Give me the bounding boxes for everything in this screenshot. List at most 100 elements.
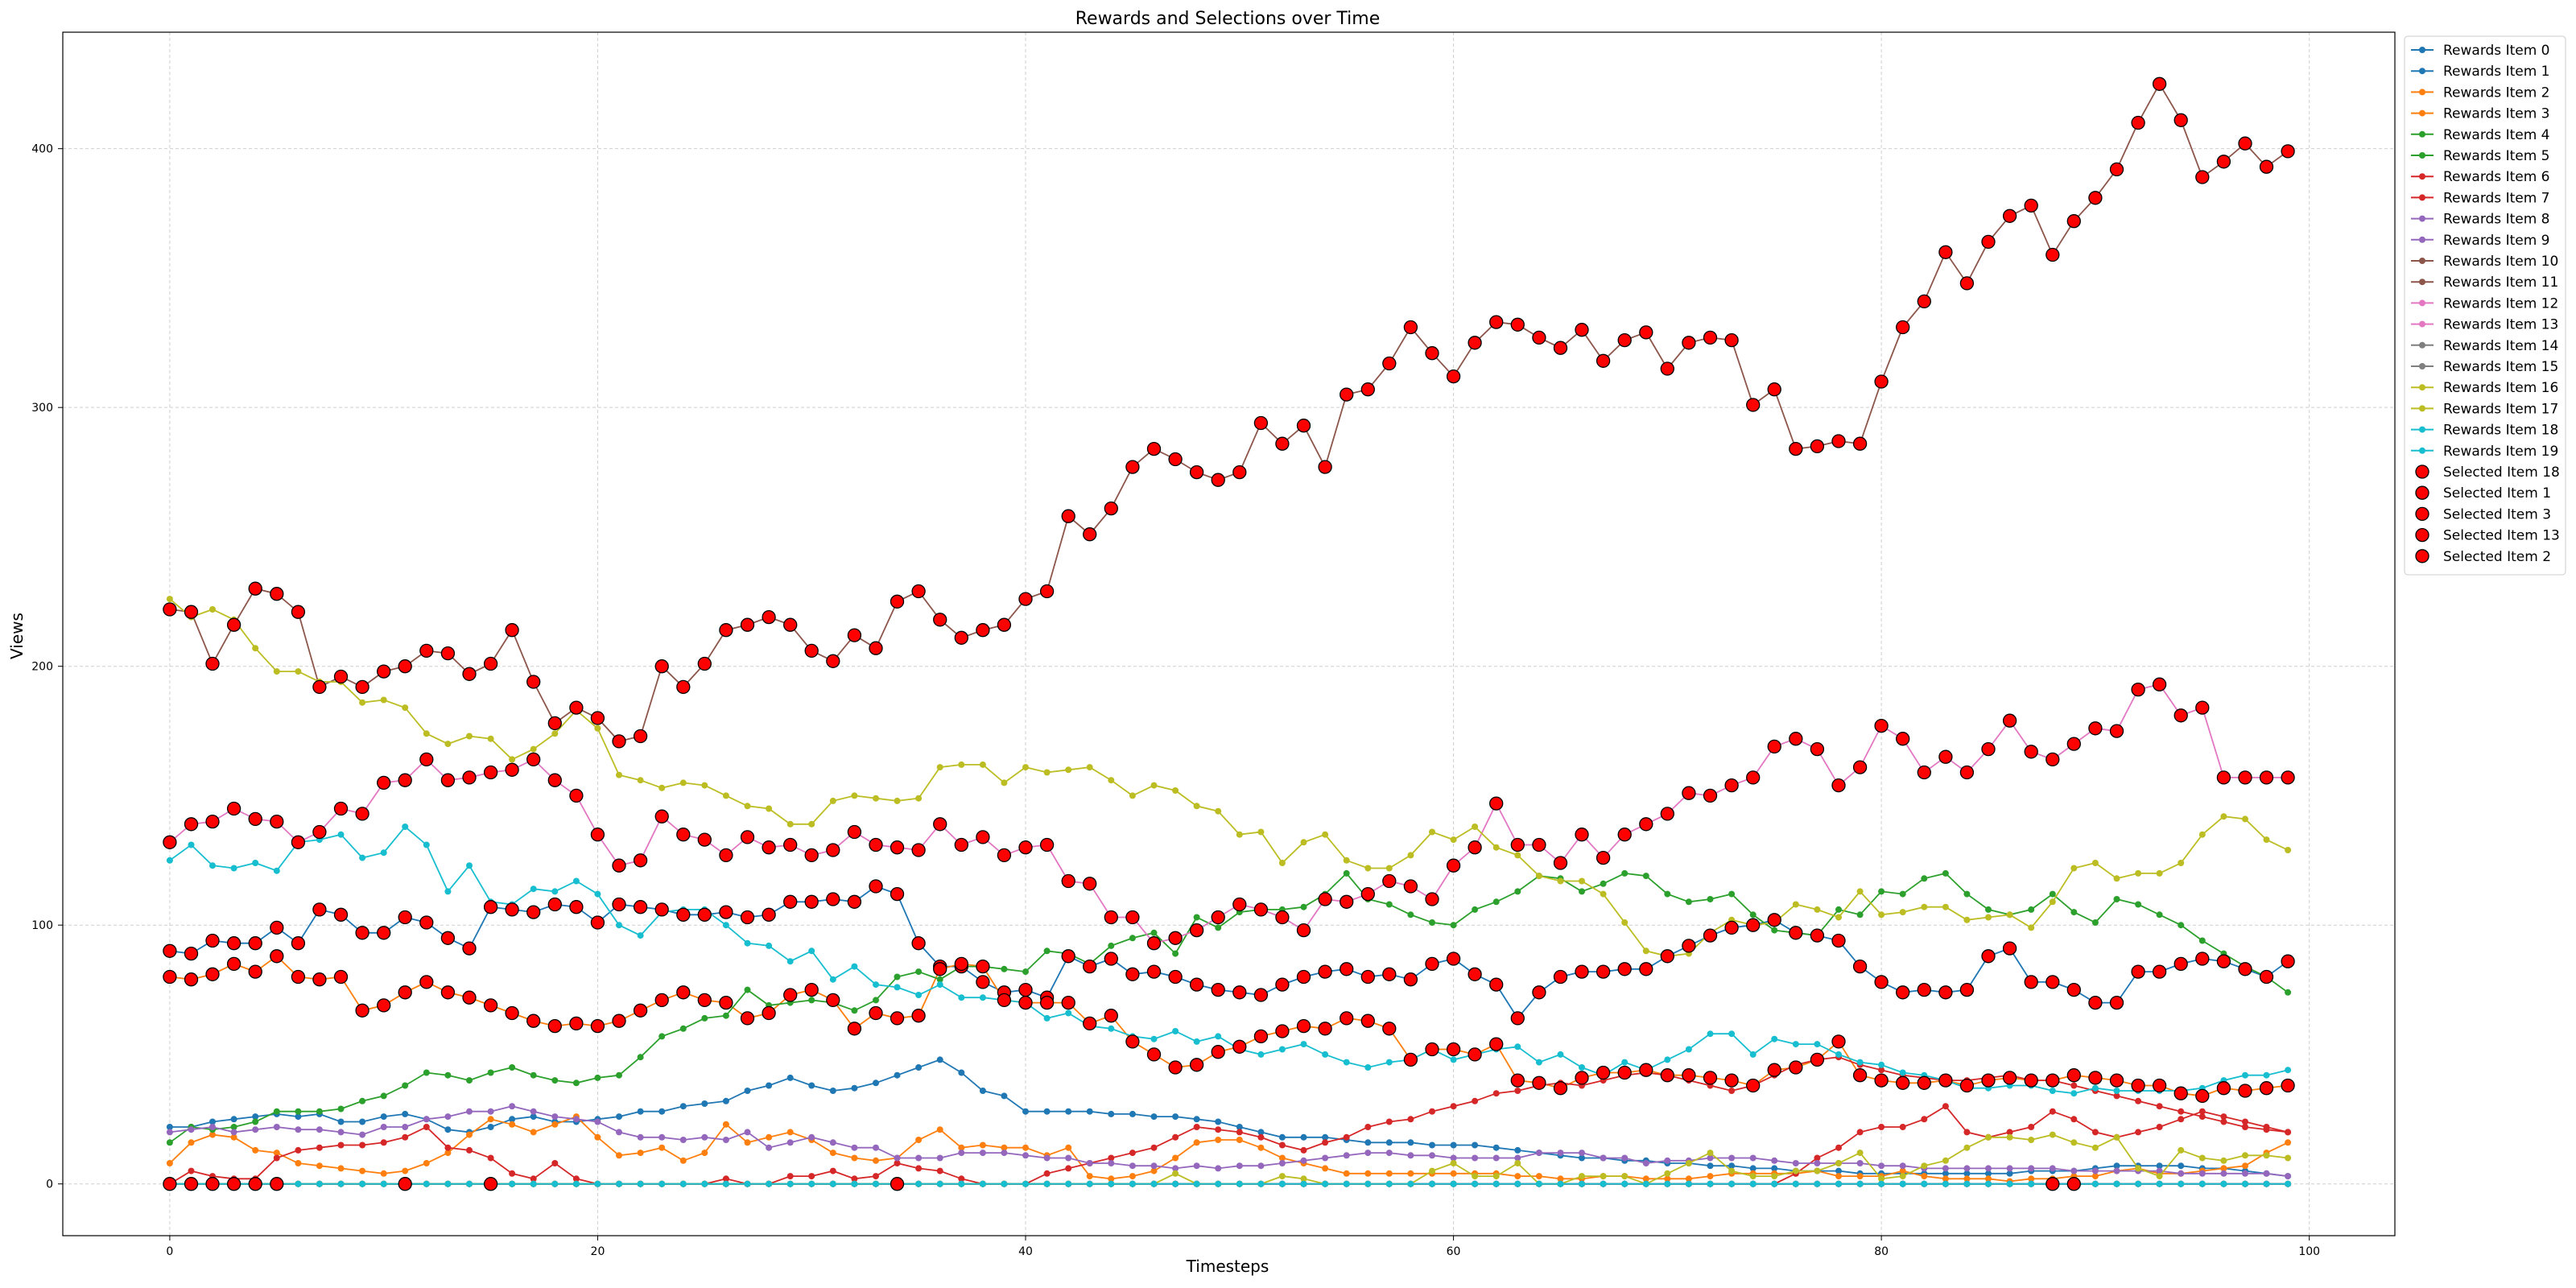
- data-point: [1022, 1108, 1029, 1115]
- selection-marker: [248, 1177, 262, 1191]
- data-point: [1429, 1108, 1435, 1115]
- data-point: [2242, 1152, 2248, 1159]
- selection-marker: [2024, 1073, 2038, 1088]
- data-point: [1728, 1162, 1736, 1170]
- data-point: [1300, 1175, 1307, 1183]
- selection-marker: [612, 858, 626, 873]
- data-point: [2242, 1180, 2248, 1187]
- data-point: [679, 1137, 687, 1143]
- data-point: [252, 1118, 259, 1125]
- data-point: [1343, 857, 1350, 864]
- data-point: [701, 1014, 708, 1022]
- data-point: [2091, 1144, 2099, 1151]
- selection-marker: [1340, 894, 1354, 909]
- selection-marker: [569, 788, 584, 803]
- data-point: [915, 992, 923, 998]
- data-point: [2113, 875, 2120, 882]
- data-point: [1257, 1051, 1265, 1058]
- data-point: [273, 1124, 280, 1130]
- selection-marker: [1340, 387, 1354, 402]
- data-point: [2049, 1131, 2056, 1138]
- data-point: [209, 862, 216, 869]
- legend-label: Rewards Item 6: [2443, 169, 2550, 185]
- data-point: [829, 1150, 836, 1157]
- selection-marker: [1746, 1078, 1761, 1093]
- legend-marker-swatch: [2419, 152, 2425, 159]
- data-point: [1921, 1162, 1928, 1170]
- data-point: [1001, 965, 1008, 972]
- data-point: [1065, 1154, 1072, 1162]
- data-point: [423, 1160, 430, 1166]
- selection-marker: [163, 969, 177, 985]
- selection-marker: [869, 1005, 883, 1021]
- data-point: [2135, 1180, 2142, 1187]
- legend-selection-swatch: [2415, 506, 2429, 522]
- data-point: [1150, 1144, 1158, 1151]
- selection-marker: [184, 605, 199, 619]
- legend-label: Rewards Item 1: [2443, 64, 2550, 80]
- data-point: [1856, 1160, 1864, 1166]
- data-point: [2135, 1097, 2142, 1104]
- selection-marker: [1318, 892, 1332, 906]
- data-point: [1043, 947, 1051, 955]
- data-point: [786, 1074, 794, 1081]
- data-point: [209, 1124, 216, 1130]
- selection-marker: [2238, 1084, 2252, 1098]
- legend: Rewards Item 0 Rewards Item 1 Rewards Item…: [2404, 35, 2566, 576]
- selection-marker: [762, 907, 776, 922]
- selection-marker: [398, 985, 412, 1000]
- data-point: [1985, 914, 1992, 921]
- selection-marker: [1553, 1081, 1568, 1096]
- data-point: [1728, 1180, 1736, 1187]
- selection-marker: [1510, 837, 1525, 852]
- selection-marker: [1083, 959, 1097, 974]
- legend-selection-swatch: [2415, 549, 2429, 564]
- selection-marker: [2088, 721, 2103, 736]
- data-point: [1193, 803, 1200, 810]
- selection-marker: [569, 700, 584, 715]
- selection-marker: [1168, 931, 1183, 945]
- data-point: [295, 1126, 302, 1133]
- selection-marker: [1767, 913, 1781, 927]
- selection-marker: [163, 602, 177, 617]
- data-point: [1300, 1180, 1307, 1187]
- data-point: [1664, 1056, 1671, 1063]
- selection-marker: [1253, 902, 1269, 917]
- data-point: [594, 1133, 601, 1141]
- data-point: [1707, 1162, 1714, 1170]
- series-line: [169, 1116, 2289, 1183]
- selection-marker: [1810, 1052, 1825, 1067]
- data-point: [1985, 1170, 1992, 1177]
- data-point: [1022, 1144, 1029, 1151]
- selection-marker: [826, 892, 840, 906]
- data-point: [230, 865, 237, 872]
- data-point: [1086, 1173, 1093, 1180]
- data-point: [915, 1064, 923, 1071]
- data-point: [1407, 1170, 1414, 1177]
- selection-marker: [847, 628, 862, 642]
- data-point: [958, 1150, 965, 1157]
- selection-marker: [1917, 1075, 1931, 1090]
- data-point: [230, 1124, 237, 1130]
- selection-marker: [2281, 1078, 2295, 1093]
- selection-marker: [1575, 964, 1589, 979]
- data-point: [530, 1180, 537, 1187]
- data-point: [2263, 1170, 2270, 1177]
- y-tick-label: 300: [31, 402, 53, 415]
- data-point: [873, 1157, 879, 1164]
- data-point: [1065, 1144, 1072, 1151]
- selection-marker: [762, 609, 776, 625]
- selection-marker: [1061, 949, 1075, 964]
- selection-marker: [205, 814, 220, 829]
- data-point: [530, 1129, 537, 1136]
- selection-marker: [248, 964, 262, 979]
- selection-marker: [2216, 770, 2231, 785]
- data-point: [1407, 852, 1414, 859]
- data-point: [1065, 1009, 1072, 1017]
- selection-marker: [1296, 969, 1311, 985]
- legend-marker-swatch: [2419, 426, 2425, 433]
- selection-marker: [2238, 770, 2252, 785]
- selection-marker: [1724, 1073, 1739, 1088]
- data-point: [402, 1124, 409, 1130]
- data-point: [2006, 1180, 2013, 1187]
